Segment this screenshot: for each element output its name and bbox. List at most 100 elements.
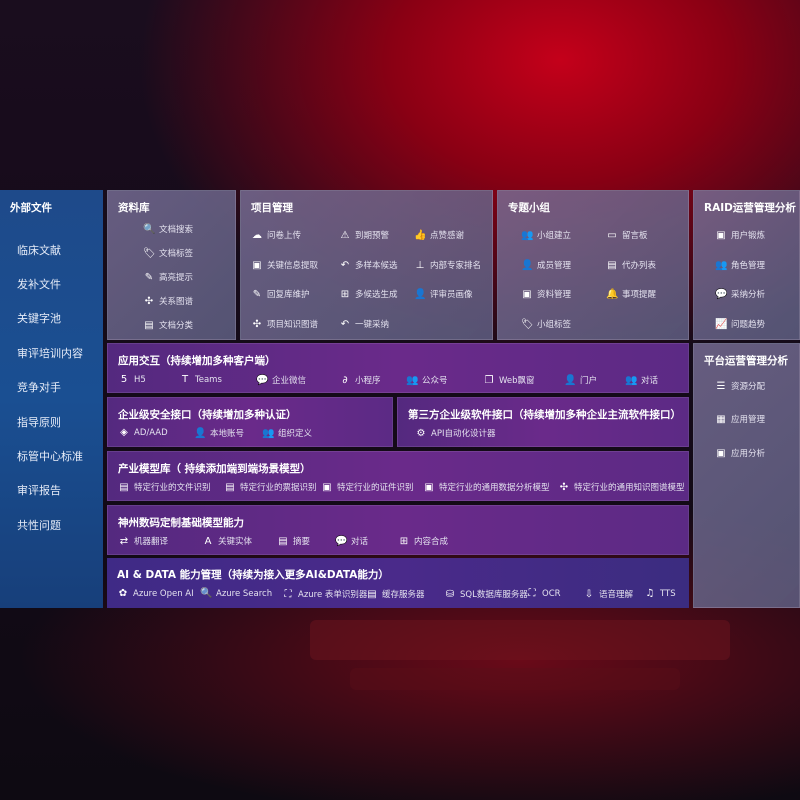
item-project[interactable]: 👍 点赞感谢 (414, 229, 464, 242)
item-library[interactable]: ▤ 文档分类 (143, 319, 193, 332)
item-interaction[interactable]: T Teams (179, 374, 222, 385)
item-library[interactable]: ✎ 高亮提示 (143, 271, 193, 284)
folder-icon: ▣ (522, 288, 532, 300)
item-aidata[interactable]: ✿ Azure Open AI (117, 588, 194, 599)
item-group[interactable]: ▣ 资料管理 (521, 288, 572, 301)
item-foundation[interactable]: ⇄ 机器翻译 (118, 535, 168, 548)
item-label: 资料管理 (537, 290, 572, 300)
sidebar-item[interactable]: 审评培训内容 (17, 347, 83, 360)
item-aidata[interactable]: ⇩ 语音理解 (583, 588, 633, 601)
item-aidata[interactable]: 🔍 Azure Search (200, 588, 272, 599)
item-library[interactable]: 🔍 文档搜索 (143, 223, 193, 236)
item-label: 关键实体 (218, 537, 253, 547)
summary-icon: ▤ (278, 535, 288, 547)
bbs-icon: ▭ (607, 229, 617, 241)
panel-title: RAID运营管理分析 (704, 202, 796, 214)
item-label: 成员管理 (537, 261, 572, 271)
pen-icon: ✎ (144, 271, 154, 283)
item-interaction[interactable]: ❐ Web飘窗 (483, 374, 535, 387)
item-raid[interactable]: 👥 角色管理 (715, 259, 765, 272)
sidebar-item[interactable]: 共性问题 (17, 519, 61, 532)
item-aidata[interactable]: ♫ TTS (644, 588, 676, 599)
item-industry[interactable]: ▤ 特定行业的票据识别 (224, 481, 316, 494)
item-security[interactable]: 👤 本地账号 (194, 427, 244, 440)
item-foundation[interactable]: 💬 对话 (335, 535, 368, 548)
sidebar-item[interactable]: 指导原则 (17, 416, 61, 429)
doc-search-icon: 🔍 (143, 223, 156, 235)
item-raid[interactable]: 💬 采纳分析 (715, 288, 765, 301)
item-project[interactable]: ↶ 一键采纳 (339, 318, 390, 331)
panel-title: 产业模型库（ 持续添加端到端场景模型） (118, 463, 311, 475)
html5-icon: 5 (120, 374, 128, 385)
item-project[interactable]: ▣ 关键信息提取 (251, 259, 318, 272)
item-raid[interactable]: ▣ 用户锻炼 (715, 229, 765, 242)
item-label: Web飘窗 (499, 376, 535, 386)
chat-users-icon: 👥 (625, 374, 638, 386)
doc-class-icon: ▤ (144, 319, 154, 331)
item-group[interactable]: 👤 成员管理 (521, 259, 572, 272)
item-foundation[interactable]: ⊞ 内容合成 (398, 535, 448, 548)
puzzle-icon: ⊞ (340, 288, 350, 300)
sidebar-item[interactable]: 竞争对手 (17, 381, 61, 394)
item-library[interactable]: ✣ 关系图谱 (143, 295, 193, 308)
qa-icon: 💬 (715, 288, 728, 300)
sidebar-item[interactable]: 关键字池 (17, 312, 61, 325)
item-industry[interactable]: ▣ 特定行业的通用数据分析模型 (423, 481, 550, 494)
item-industry[interactable]: ▣ 特定行业的证件识别 (321, 481, 413, 494)
item-interaction[interactable]: 👥 公众号 (406, 374, 448, 387)
analysis-icon: ▣ (716, 447, 726, 459)
item-project[interactable]: 👤 评审员画像 (414, 288, 473, 301)
item-label: 企业微信 (272, 376, 307, 386)
item-industry[interactable]: ✣ 特定行业的通用知识图谱模型 (558, 481, 685, 494)
item-interaction[interactable]: 💬 企业微信 (256, 374, 307, 387)
item-project[interactable]: ⊥ 内部专家排名 (414, 259, 481, 272)
item-interaction[interactable]: ∂ 小程序 (339, 374, 381, 387)
item-group[interactable]: ▭ 留言板 (606, 229, 647, 242)
tag-icon: 🏷 (521, 318, 534, 330)
item-security[interactable]: ◈ AD/AAD (118, 427, 168, 438)
item-aidata[interactable]: ⛶ Azure 表单识别器 (282, 588, 368, 601)
sidebar-item[interactable]: 发补文件 (17, 278, 61, 291)
item-aidata[interactable]: ⛁ SQL数据库服务器 (444, 588, 528, 601)
sidebar-item[interactable]: 临床文献 (17, 244, 61, 257)
item-group[interactable]: 🔔 事项提醒 (606, 288, 656, 301)
item-library[interactable]: 🏷 文档标签 (143, 247, 193, 260)
item-aidata[interactable]: ▤ 缓存服务器 (366, 588, 424, 601)
item-project[interactable]: ⊞ 多候选生成 (339, 288, 398, 301)
item-label: 多候选生成 (355, 290, 398, 300)
item-project[interactable]: ✎ 回复库维护 (251, 288, 310, 301)
item-label: 小程序 (355, 376, 381, 386)
item-interaction[interactable]: 👤 门户 (564, 374, 597, 387)
sidebar-item[interactable]: 审评报告 (17, 484, 61, 497)
item-foundation[interactable]: A 关键实体 (202, 535, 253, 548)
item-aidata[interactable]: ⛶ OCR (526, 588, 561, 599)
chart-icon: ▣ (424, 481, 434, 493)
item-label: 回复库维护 (267, 290, 310, 300)
item-foundation[interactable]: ▤ 摘要 (277, 535, 310, 548)
item-security[interactable]: 👥 组织定义 (262, 427, 312, 440)
item-project[interactable]: ☁ 问卷上传 (251, 229, 301, 242)
item-platform[interactable]: ▦ 应用管理 (715, 413, 765, 426)
item-label: 特定行业的通用数据分析模型 (439, 483, 550, 493)
item-group[interactable]: 🏷 小组标签 (521, 318, 571, 331)
sidebar-item[interactable]: 标管中心标准 (17, 450, 83, 463)
item-label: SQL数据库服务器 (460, 590, 528, 600)
window-icon: ▣ (252, 259, 262, 271)
item-interaction[interactable]: 👥 对话 (625, 374, 658, 387)
group-icon: 👥 (715, 259, 728, 271)
item-label: 一键采纳 (355, 320, 390, 330)
group-icon: 👥 (521, 229, 534, 241)
item-group[interactable]: ▤ 代办列表 (606, 259, 656, 272)
item-interaction[interactable]: 5 H5 (118, 374, 146, 385)
item-project[interactable]: ✣ 项目知识图谱 (251, 318, 318, 331)
panel-title: 神州数码定制基础模型能力 (118, 517, 244, 529)
item-thirdparty[interactable]: ⚙ API自动化设计器 (415, 427, 496, 440)
item-platform[interactable]: ▣ 应用分析 (715, 447, 765, 460)
item-label: Azure 表单识别器 (298, 590, 368, 600)
item-platform[interactable]: ☰ 资源分配 (715, 380, 766, 393)
item-project[interactable]: ↶ 多样本候选 (339, 259, 398, 272)
item-raid[interactable]: 📈 问题趋势 (715, 318, 765, 331)
item-project[interactable]: ⚠ 到期预警 (339, 229, 390, 242)
item-group[interactable]: 👥 小组建立 (521, 229, 571, 242)
item-industry[interactable]: ▤ 特定行业的文件识别 (118, 481, 210, 494)
